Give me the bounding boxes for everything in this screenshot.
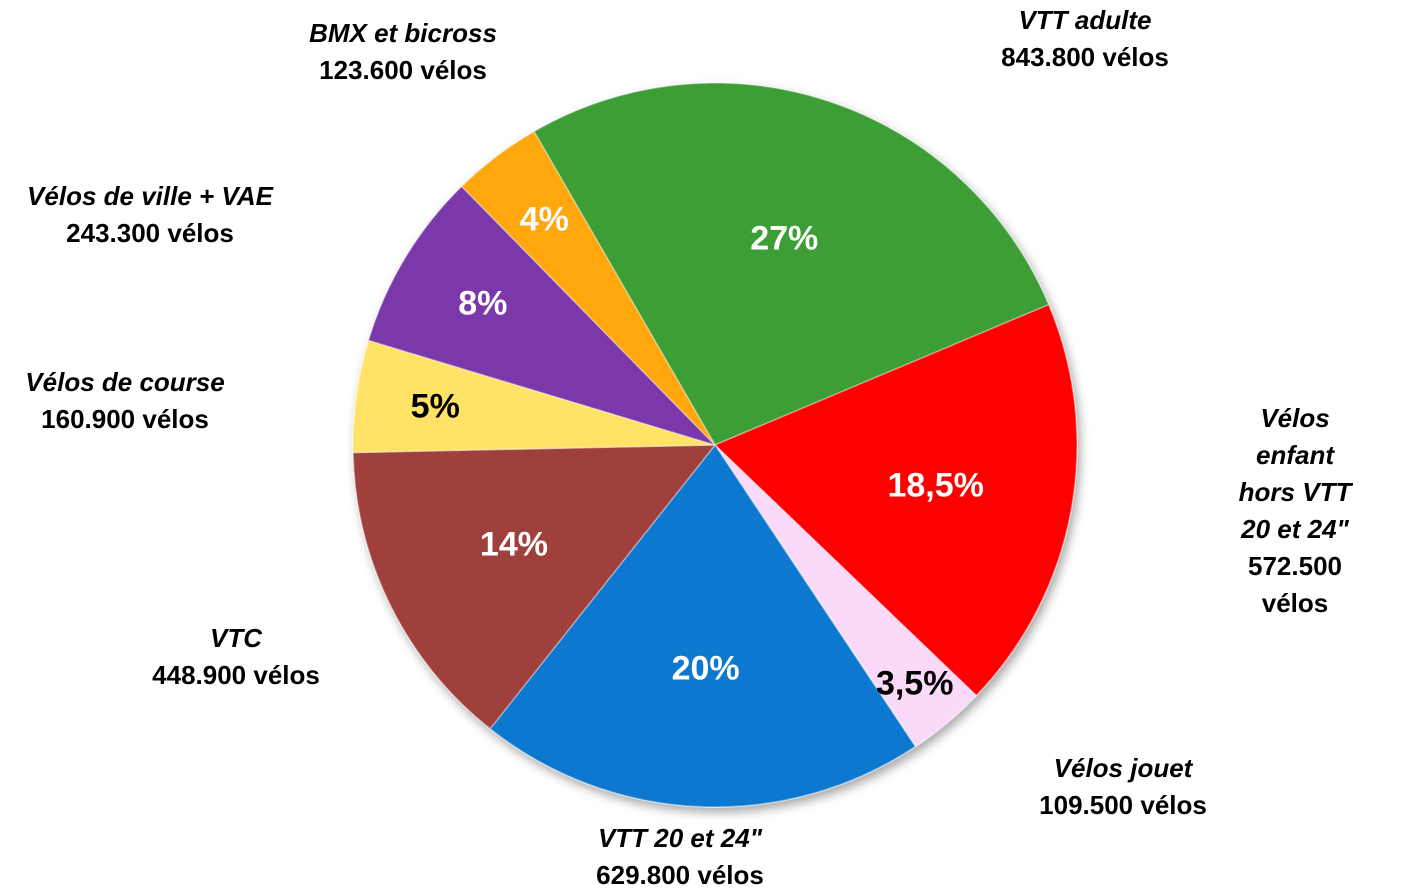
category-count: 629.800 vélos — [596, 860, 764, 890]
percent-label: 4% — [519, 200, 569, 239]
pie-slice — [352, 444, 717, 730]
category-count: 843.800 vélos — [1001, 42, 1169, 72]
category-name: Vélos de course — [25, 367, 225, 397]
slice-label: Vélos enfant hors VTT 20 et 24" 572.500 v… — [1229, 400, 1361, 622]
pie-slice — [532, 82, 1050, 446]
percent-label: 18,5% — [887, 466, 984, 505]
percent-label: 20% — [671, 649, 740, 688]
slice-label: Vélos de ville + VAE 243.300 vélos — [27, 178, 273, 252]
category-name: VTT adulte — [1018, 5, 1152, 35]
slice-label: VTT 20 et 24" 629.800 vélos — [596, 820, 764, 893]
category-count: 572.500 vélos — [1248, 551, 1342, 618]
percent-label: 27% — [750, 219, 819, 258]
category-name: Vélos de ville + VAE — [27, 181, 273, 211]
category-count: 123.600 vélos — [319, 55, 487, 85]
category-name: BMX et bicross — [309, 18, 497, 48]
wedges — [352, 82, 1078, 808]
percent-label: 3,5% — [875, 664, 954, 703]
pie-slice — [713, 303, 1078, 697]
percent-label: 8% — [458, 284, 508, 323]
slice-label: VTT adulte 843.800 vélos — [1001, 2, 1169, 76]
slice-label: BMX et bicross 123.600 vélos — [309, 15, 497, 89]
category-name: Vélos enfant hors VTT 20 et 24" — [1238, 403, 1352, 544]
category-count: 243.300 vélos — [66, 218, 234, 248]
pie-slice — [367, 185, 716, 446]
slice-label: VTC 448.900 vélos — [152, 620, 320, 694]
category-count: 109.500 vélos — [1039, 790, 1207, 820]
percent-label: 5% — [410, 387, 460, 426]
category-count: 160.900 vélos — [41, 404, 209, 434]
pie-slice — [460, 130, 716, 446]
slice-label: Vélos de course 160.900 vélos — [25, 364, 224, 438]
category-name: Vélos jouet — [1053, 753, 1193, 783]
category-name: VTC — [209, 623, 262, 653]
percent-label: 14% — [479, 525, 548, 564]
category-name: VTT 20 et 24" — [597, 823, 763, 853]
slice-label: Vélos jouet 109.500 vélos — [1039, 750, 1207, 824]
category-count: 448.900 vélos — [152, 660, 320, 690]
pie-slice — [489, 443, 917, 808]
